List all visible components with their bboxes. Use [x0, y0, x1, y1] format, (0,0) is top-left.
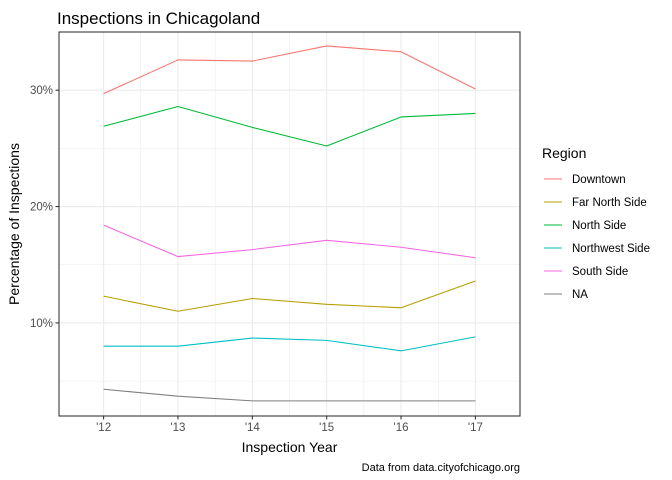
x-tick-label: '12: [96, 422, 111, 434]
x-tick-label: '16: [394, 422, 409, 434]
y-tick-label: 10%: [30, 318, 53, 330]
legend-title: Region: [542, 145, 586, 161]
chart-title: Inspections in Chicagoland: [57, 9, 260, 28]
x-tick-label: '17: [468, 422, 483, 434]
legend-label-na: NA: [572, 289, 588, 301]
legend: Region Downtown Far North Side North Side No…: [542, 145, 650, 301]
x-tick-label: '15: [319, 422, 334, 434]
series-line-far-north-side: [103, 280, 476, 312]
legend-label-downtown: Downtown: [572, 174, 626, 186]
legend-label-far-north-side: Far North Side: [572, 197, 647, 209]
series-line-north-side: [103, 105, 476, 147]
x-tick-label: '14: [245, 422, 261, 434]
x-axis-title: Inspection Year: [242, 439, 338, 455]
series-lines: [103, 45, 476, 402]
axes: 10% 20% 30% '12 '13 '14 '15 '16 '17: [30, 85, 483, 434]
legend-label-north-side: North Side: [572, 220, 626, 232]
series-line-northwest-side: [103, 336, 476, 352]
y-axis-title: Percentage of Inspections: [6, 143, 22, 305]
plot-panel-border: [58, 31, 521, 417]
series-line-na: [103, 388, 476, 402]
caption: Data from data.cityofchicago.org: [362, 462, 520, 474]
x-tick-label: '13: [170, 422, 185, 434]
series-line-downtown: [103, 45, 476, 95]
legend-label-northwest-side: Northwest Side: [572, 243, 650, 255]
series-line-south-side: [103, 224, 476, 259]
y-tick-label: 30%: [30, 85, 53, 97]
grid: [59, 32, 520, 416]
legend-label-south-side: South Side: [572, 266, 628, 278]
y-tick-label: 20%: [30, 202, 53, 214]
